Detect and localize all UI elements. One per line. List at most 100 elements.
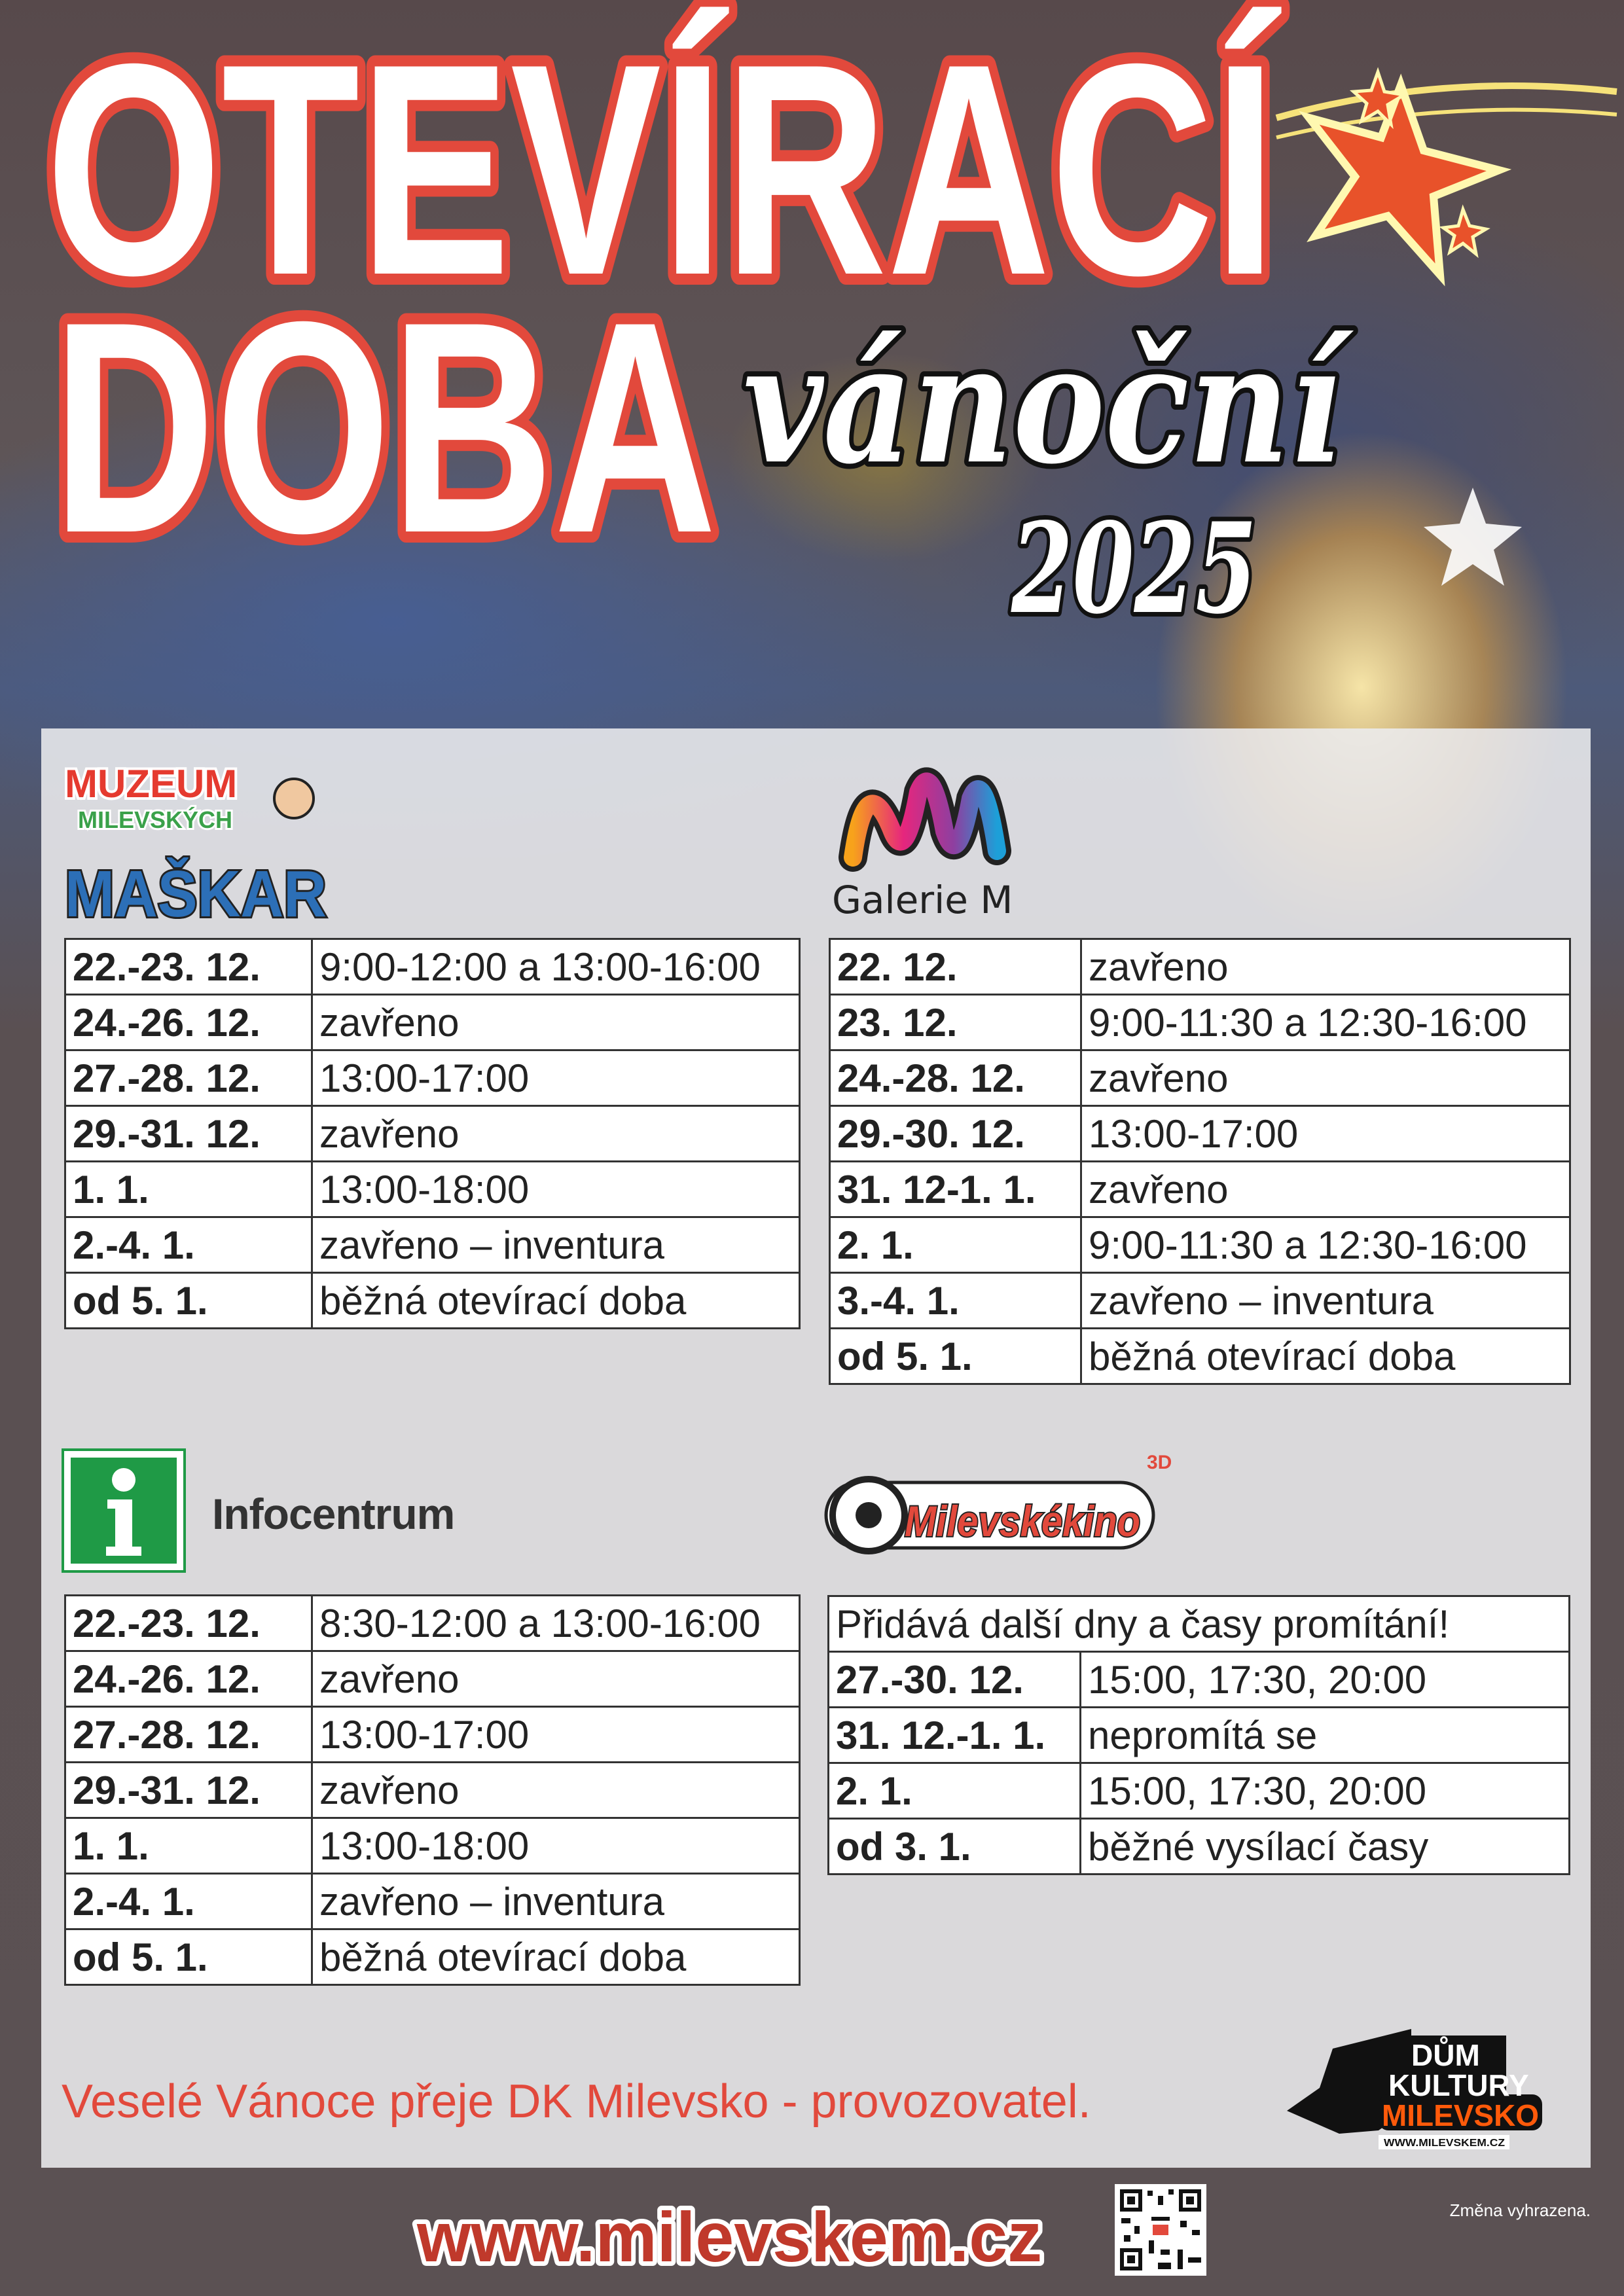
date-cell: 24.-26. 12. [64, 994, 313, 1051]
date-cell: od 5. 1. [64, 1272, 313, 1329]
date-cell: 29.-30. 12. [829, 1105, 1082, 1162]
website-url[interactable]: www.milevskem.cz [406, 2186, 1060, 2284]
hours-cell: 13:00-18:00 [311, 1817, 801, 1874]
svg-text:MAŠKAR: MAŠKAR [65, 857, 327, 931]
year: 2025 [1011, 495, 1257, 641]
svg-text:WWW.MILEVSKEM.CZ: WWW.MILEVSKEM.CZ [1384, 2138, 1505, 2149]
table-row: od 5. 1. běžná otevírací doba [64, 1928, 801, 1986]
table-row: 29.-30. 12. 13:00-17:00 [829, 1105, 1571, 1162]
date-cell: 22. 12. [829, 938, 1082, 996]
table-row: 27.-30. 12. 15:00, 17:30, 20:00 [827, 1651, 1570, 1708]
svg-text:MILEVSKO: MILEVSKO [1382, 2098, 1539, 2132]
infocentrum-label: Infocentrum [212, 1490, 455, 1538]
svg-text:MILEVSKÝCH: MILEVSKÝCH [78, 806, 232, 833]
table-row: 24.-28. 12. zavřeno [829, 1049, 1571, 1107]
qr-code[interactable] [1115, 2184, 1206, 2276]
hours-cell: 9:00-12:00 a 13:00-16:00 [311, 938, 801, 996]
muzeum-table: 22.-23. 12. 9:00-12:00 a 13:00-16:00 24.-2… [64, 938, 801, 1329]
hours-cell: 15:00, 17:30, 20:00 [1079, 1651, 1570, 1708]
hours-cell: zavřeno [1080, 1160, 1571, 1218]
table-row: 31. 12-1. 1. zavřeno [829, 1160, 1571, 1218]
date-cell: 29.-31. 12. [64, 1105, 313, 1162]
table-row: 27.-28. 12. 13:00-17:00 [64, 1706, 801, 1763]
script-word: vánoční [743, 308, 1354, 500]
hours-cell: zavřeno [311, 1761, 801, 1819]
svg-text:www.milevskem.cz: www.milevskem.cz [416, 2197, 1042, 2276]
table-row: 2. 1. 9:00-11:30 a 12:30-16:00 [829, 1216, 1571, 1274]
hours-cell: 13:00-17:00 [311, 1706, 801, 1763]
svg-text:DŮM: DŮM [1411, 2036, 1480, 2072]
table-row: 22.-23. 12. 8:30-12:00 a 13:00-16:00 [64, 1594, 801, 1652]
date-cell: 31. 12-1. 1. [829, 1160, 1082, 1218]
date-cell: 23. 12. [829, 994, 1082, 1051]
date-cell: 22.-23. 12. [64, 1594, 313, 1652]
svg-text:MUZEUM: MUZEUM [65, 762, 237, 806]
table-row: od 5. 1. běžná otevírací doba [829, 1327, 1571, 1385]
date-cell: 29.-31. 12. [64, 1761, 313, 1819]
date-cell: 27.-28. 12. [64, 1049, 313, 1107]
date-cell: od 5. 1. [64, 1928, 313, 1986]
date-cell: 2. 1. [829, 1216, 1082, 1274]
kino-table: Přidává další dny a časy promítání! 27.-… [827, 1595, 1570, 1875]
hours-cell: zavřeno [311, 994, 801, 1051]
change-note: Změna vyhrazena. [1449, 2200, 1591, 2220]
date-cell: 27.-30. 12. [827, 1651, 1081, 1708]
table-row: od 3. 1. běžné vysílací časy [827, 1818, 1570, 1875]
date-cell: od 5. 1. [829, 1327, 1082, 1385]
hours-cell: běžná otevírací doba [1080, 1327, 1571, 1385]
shooting-star-icon [1275, 67, 1617, 586]
date-cell: 24.-26. 12. [64, 1650, 313, 1708]
table-row: 1. 1. 13:00-18:00 [64, 1817, 801, 1874]
poster-header: OTEVÍRACÍ DOBA vánoční 2025 [35, 0, 1617, 646]
svg-text:3D: 3D [1147, 1452, 1172, 1473]
table-row: 2. 1. 15:00, 17:30, 20:00 [827, 1762, 1570, 1820]
date-cell: od 3. 1. [827, 1818, 1081, 1875]
date-cell: 1. 1. [64, 1817, 313, 1874]
hours-cell: 9:00-11:30 a 12:30-16:00 [1080, 994, 1571, 1051]
info-icon [62, 1448, 186, 1573]
hours-cell: 9:00-11:30 a 12:30-16:00 [1080, 1216, 1571, 1274]
hours-cell: zavřeno – inventura [311, 1216, 801, 1274]
galerie-logo: Galerie M [832, 767, 1013, 922]
table-row: 27.-28. 12. 13:00-17:00 [64, 1049, 801, 1107]
hours-cell: 8:30-12:00 a 13:00-16:00 [311, 1594, 801, 1652]
table-row: 23. 12. 9:00-11:30 a 12:30-16:00 [829, 994, 1571, 1051]
table-row: 2.-4. 1. zavřeno – inventura [64, 1216, 801, 1274]
hours-cell: 13:00-18:00 [311, 1160, 801, 1218]
hours-cell: 15:00, 17:30, 20:00 [1079, 1762, 1570, 1820]
muzeum-logo: MUZEUM MILEVSKÝCH MAŠKAR [62, 759, 329, 933]
kino-header: Přidává další dny a časy promítání! [827, 1595, 1570, 1653]
table-row: 24.-26. 12. zavřeno [64, 1650, 801, 1708]
hours-cell: nepromítá se [1079, 1706, 1570, 1764]
hours-cell: 13:00-17:00 [1080, 1105, 1571, 1162]
table-row: od 5. 1. běžná otevírací doba [64, 1272, 801, 1329]
hours-cell: zavřeno [311, 1650, 801, 1708]
date-cell: 22.-23. 12. [64, 938, 313, 996]
table-row: Přidává další dny a časy promítání! [827, 1595, 1570, 1653]
hours-cell: zavřeno [1080, 938, 1571, 996]
svg-text:Galerie M: Galerie M [832, 878, 1013, 922]
title-line2: DOBA [52, 260, 717, 596]
hours-cell: běžné vysílací časy [1079, 1818, 1570, 1875]
greeting-text: Veselé Vánoce přeje DK Milevsko - provoz… [62, 2075, 1091, 2128]
infocentrum-table: 22.-23. 12. 8:30-12:00 a 13:00-16:00 24.-2… [64, 1594, 801, 1986]
table-row: 22. 12. zavřeno [829, 938, 1571, 996]
hours-cell: běžná otevírací doba [311, 1272, 801, 1329]
date-cell: 2.-4. 1. [64, 1873, 313, 1930]
svg-text:KULTURY: KULTURY [1388, 2068, 1529, 2102]
hours-cell: zavřeno – inventura [311, 1873, 801, 1930]
table-row: 31. 12.-1. 1. nepromítá se [827, 1706, 1570, 1764]
galerie-table: 22. 12. zavřeno 23. 12. 9:00-11:30 a 12:30-… [829, 938, 1571, 1385]
table-row: 3.-4. 1. zavřeno – inventura [829, 1272, 1571, 1329]
date-cell: 3.-4. 1. [829, 1272, 1082, 1329]
table-row: 22.-23. 12. 9:00-12:00 a 13:00-16:00 [64, 938, 801, 996]
table-row: 29.-31. 12. zavřeno [64, 1105, 801, 1162]
date-cell: 2. 1. [827, 1762, 1081, 1820]
table-row: 2.-4. 1. zavřeno – inventura [64, 1873, 801, 1930]
svg-text:Milevskékino: Milevskékino [905, 1497, 1140, 1545]
hours-cell: zavřeno [1080, 1049, 1571, 1107]
title-line1: OTEVÍRACÍ [46, 2, 1284, 338]
hours-cell: zavřeno [311, 1105, 801, 1162]
date-cell: 2.-4. 1. [64, 1216, 313, 1274]
date-cell: 24.-28. 12. [829, 1049, 1082, 1107]
